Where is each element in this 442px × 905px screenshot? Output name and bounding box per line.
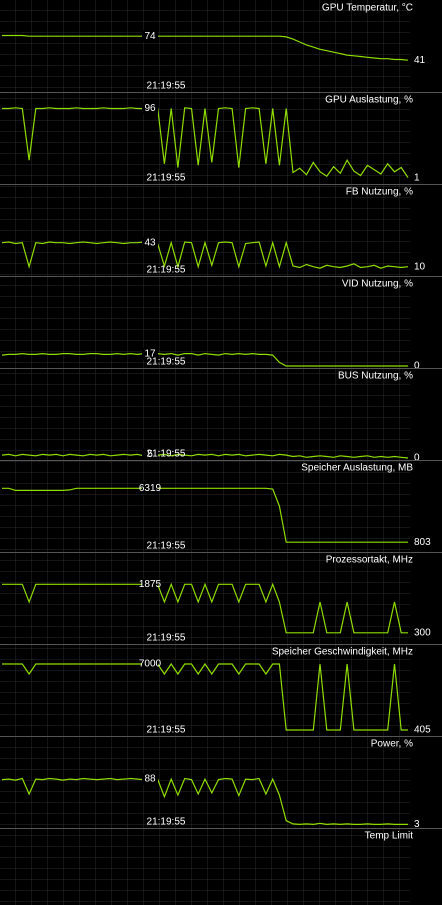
series-line [2, 662, 408, 731]
panel-title: Temp Limit [365, 831, 414, 842]
cursor-label-bg [142, 30, 158, 43]
current-value: 803 [414, 537, 431, 548]
cursor-time: 21:19:55 [147, 265, 186, 276]
panel-title: Speicher Geschwindigkeit, MHz [272, 647, 413, 658]
cursor-value: 43 [144, 237, 156, 248]
current-value: 1 [414, 172, 420, 183]
cursor-value: 74 [144, 31, 156, 42]
cursor-value: 7000 [139, 659, 162, 670]
current-value: 41 [414, 55, 426, 66]
current-value: 405 [414, 725, 431, 736]
current-value: 10 [414, 261, 426, 272]
current-value: 3 [414, 819, 420, 830]
series-line [1, 453, 409, 459]
cursor-value: 1875 [139, 579, 162, 590]
series-line [2, 107, 409, 178]
series-line [2, 582, 408, 634]
cursor-time: 21:19:55 [147, 725, 186, 736]
cursor-value: 5 [147, 449, 153, 460]
cursor-label-bg [142, 658, 158, 670]
current-value: 0 [414, 361, 420, 372]
cursor-label-bg [142, 773, 158, 786]
cursor-value: 17 [144, 348, 156, 359]
cursor-time: 21:19:55 [147, 173, 186, 184]
cursor-label-bg [142, 102, 158, 115]
panel-title: VID Nutzung, % [342, 279, 413, 290]
panel-title: GPU Auslastung, % [325, 95, 413, 106]
panel-title: BUS Nutzung, % [338, 371, 413, 382]
panel-title: Prozessortakt, MHz [326, 555, 413, 566]
cursor-label-bg [142, 578, 158, 591]
grid [0, 0, 410, 905]
cursor-time: 21:19:55 [147, 817, 186, 828]
cursor-label-bg [142, 347, 158, 360]
series-line [1, 777, 408, 826]
series-line [1, 240, 409, 269]
panel-title: GPU Temperatur, °C [322, 3, 413, 14]
panel-title: Power, % [371, 739, 413, 750]
series-line [2, 34, 409, 61]
cursor-value: 6319 [139, 483, 162, 494]
cursor-label-bg [142, 482, 158, 495]
cursor-time: 21:19:55 [147, 81, 186, 92]
panel-title: FB Nutzung, % [346, 187, 413, 198]
cursor-time: 21:19:55 [147, 541, 186, 552]
current-value: 0 [414, 453, 420, 464]
cursor-label-bg [142, 236, 158, 249]
cursor-value: 88 [144, 774, 156, 785]
cursor-time: 21:19:55 [147, 357, 186, 368]
series-line [1, 352, 408, 367]
series-line [2, 487, 408, 543]
cursor-value: 96 [144, 103, 156, 114]
cursor-label-bg [142, 448, 158, 461]
cursor-time: 21:19:55 [147, 449, 186, 460]
cursor-time: 21:19:55 [147, 633, 186, 644]
current-value: 300 [414, 627, 431, 638]
panel-title: Speicher Auslastung, MB [301, 463, 413, 474]
